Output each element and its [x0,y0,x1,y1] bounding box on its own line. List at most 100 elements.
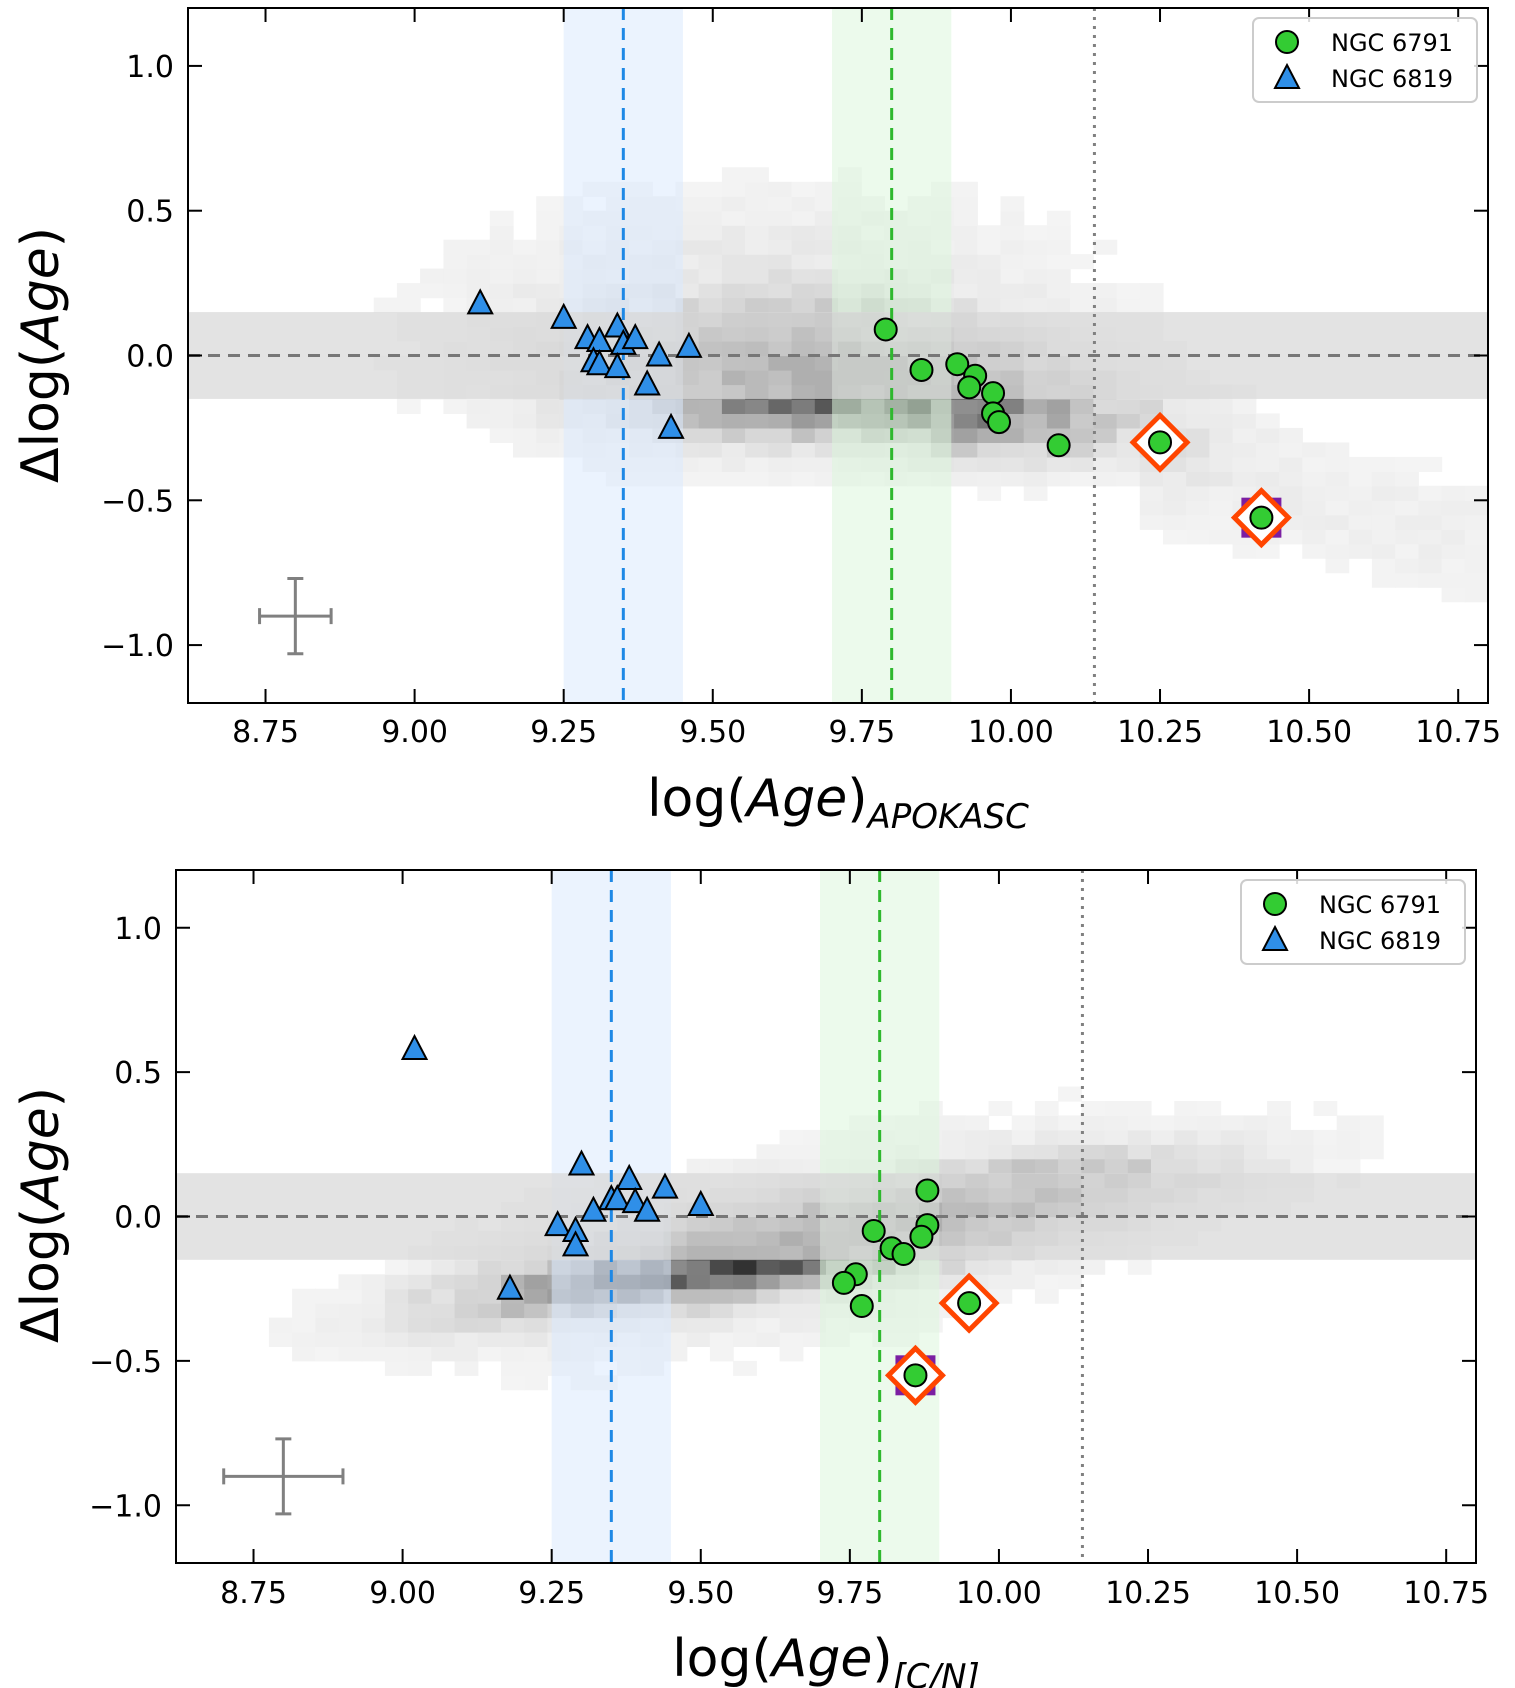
bottom-point-ngc-6791 [957,1291,982,1316]
density-cell [709,1317,734,1333]
density-cell [1336,1129,1361,1145]
density-cell [1127,1144,1152,1160]
density-cell [733,1317,757,1333]
density-cell [1070,413,1094,429]
density-cell [1267,1144,1291,1160]
density-cell [292,1288,316,1304]
density-cell [977,485,1002,501]
density-cell [721,442,746,458]
density-cell [408,1303,432,1319]
density-cell [489,283,514,299]
density-cell [477,1259,502,1275]
density-cell [1163,398,1187,414]
bottom-y-tick-label: 1.0 [114,912,162,947]
density-cell [954,283,978,299]
density-cell [466,398,491,414]
bottom-point-ngc-6819 [544,1210,572,1237]
density-cell [721,196,746,212]
density-cell [431,1346,456,1362]
density-cell [745,196,769,212]
density-cell [1023,239,1048,255]
density-cell [698,225,723,241]
density-cell [1104,1144,1129,1160]
density-cell [524,1332,548,1347]
bottom-x-tick-label: 9.50 [667,1576,734,1611]
density-cell [768,456,793,472]
density-cell [1302,500,1327,516]
density-cell [489,239,514,255]
density-cell [1000,471,1025,487]
density-cell [1058,1086,1082,1102]
top-point-ngc-6819 [603,351,632,379]
density-cell [408,1360,432,1376]
density-cell [396,283,421,299]
density-cell [1000,283,1025,299]
density-cell [1151,1158,1175,1174]
density-cell [745,297,769,313]
density-cell [373,297,398,313]
density-cell [1313,1101,1338,1116]
density-cell [954,413,978,429]
density-cell [1186,427,1210,443]
density-cell [1058,1274,1082,1290]
density-cell [513,413,537,429]
density-cell [768,210,793,226]
density-cell [1395,471,1419,487]
density-cell [1209,500,1234,516]
density-cell [1023,485,1048,501]
density-cell [454,1259,479,1275]
density-cell [1023,427,1048,443]
density-cell [1186,398,1210,414]
density-cell [443,268,468,284]
bottom-point-ngc-6819 [615,1163,643,1190]
density-cell [1325,485,1350,501]
density-cell [779,1288,804,1304]
top-point-ngc-6791 [909,357,934,382]
bottom-legend-box [1240,879,1466,965]
density-cell [477,1332,502,1347]
density-cell [536,196,560,212]
density-cell [756,1274,781,1290]
density-cell [988,1158,1013,1174]
density-cell [1209,471,1234,487]
density-cell [1336,1158,1361,1174]
top-point-ngc-6791 [981,381,1006,406]
density-cell [477,1274,502,1290]
density-cell [1336,1144,1361,1160]
density-cell [1046,471,1071,487]
density-cell [954,456,978,472]
top-legend-marker-triangle [1273,62,1301,89]
density-cell [988,1274,1013,1290]
bottom-y-axis-title: Δlog(Age) [11,1087,71,1343]
bottom-legend: NGC 6791 NGC 6819 [1240,879,1466,965]
density-cell [1186,514,1210,530]
density-cell [524,1375,548,1391]
density-cell [1174,1115,1198,1131]
density-cell [489,210,514,226]
density-cell [1093,398,1118,414]
density-cell [1395,500,1419,516]
density-cell [1441,500,1466,516]
density-cell [768,442,793,458]
density-cell [1139,514,1164,530]
density-cell [1163,514,1187,530]
density-cell [1232,456,1257,472]
density-cell [1395,485,1419,501]
density-cell [1290,1158,1315,1174]
density-cell [1046,456,1071,472]
density-cell [338,1332,363,1347]
density-cell [1070,297,1094,313]
density-cell [779,1158,804,1174]
density-cell [1325,456,1350,472]
density-cell [698,398,723,414]
density-cell [443,239,468,255]
bottom-point-ngc-6791 [909,1224,934,1249]
density-cell [1243,1115,1268,1131]
density-cell [698,254,723,270]
top-point-ngc-6791 [957,375,982,400]
density-cell [1197,1158,1222,1174]
top-x-tick-label: 8.75 [232,715,299,750]
density-cell [1255,456,1280,472]
density-cell [791,225,816,241]
density-cell [977,297,1002,313]
